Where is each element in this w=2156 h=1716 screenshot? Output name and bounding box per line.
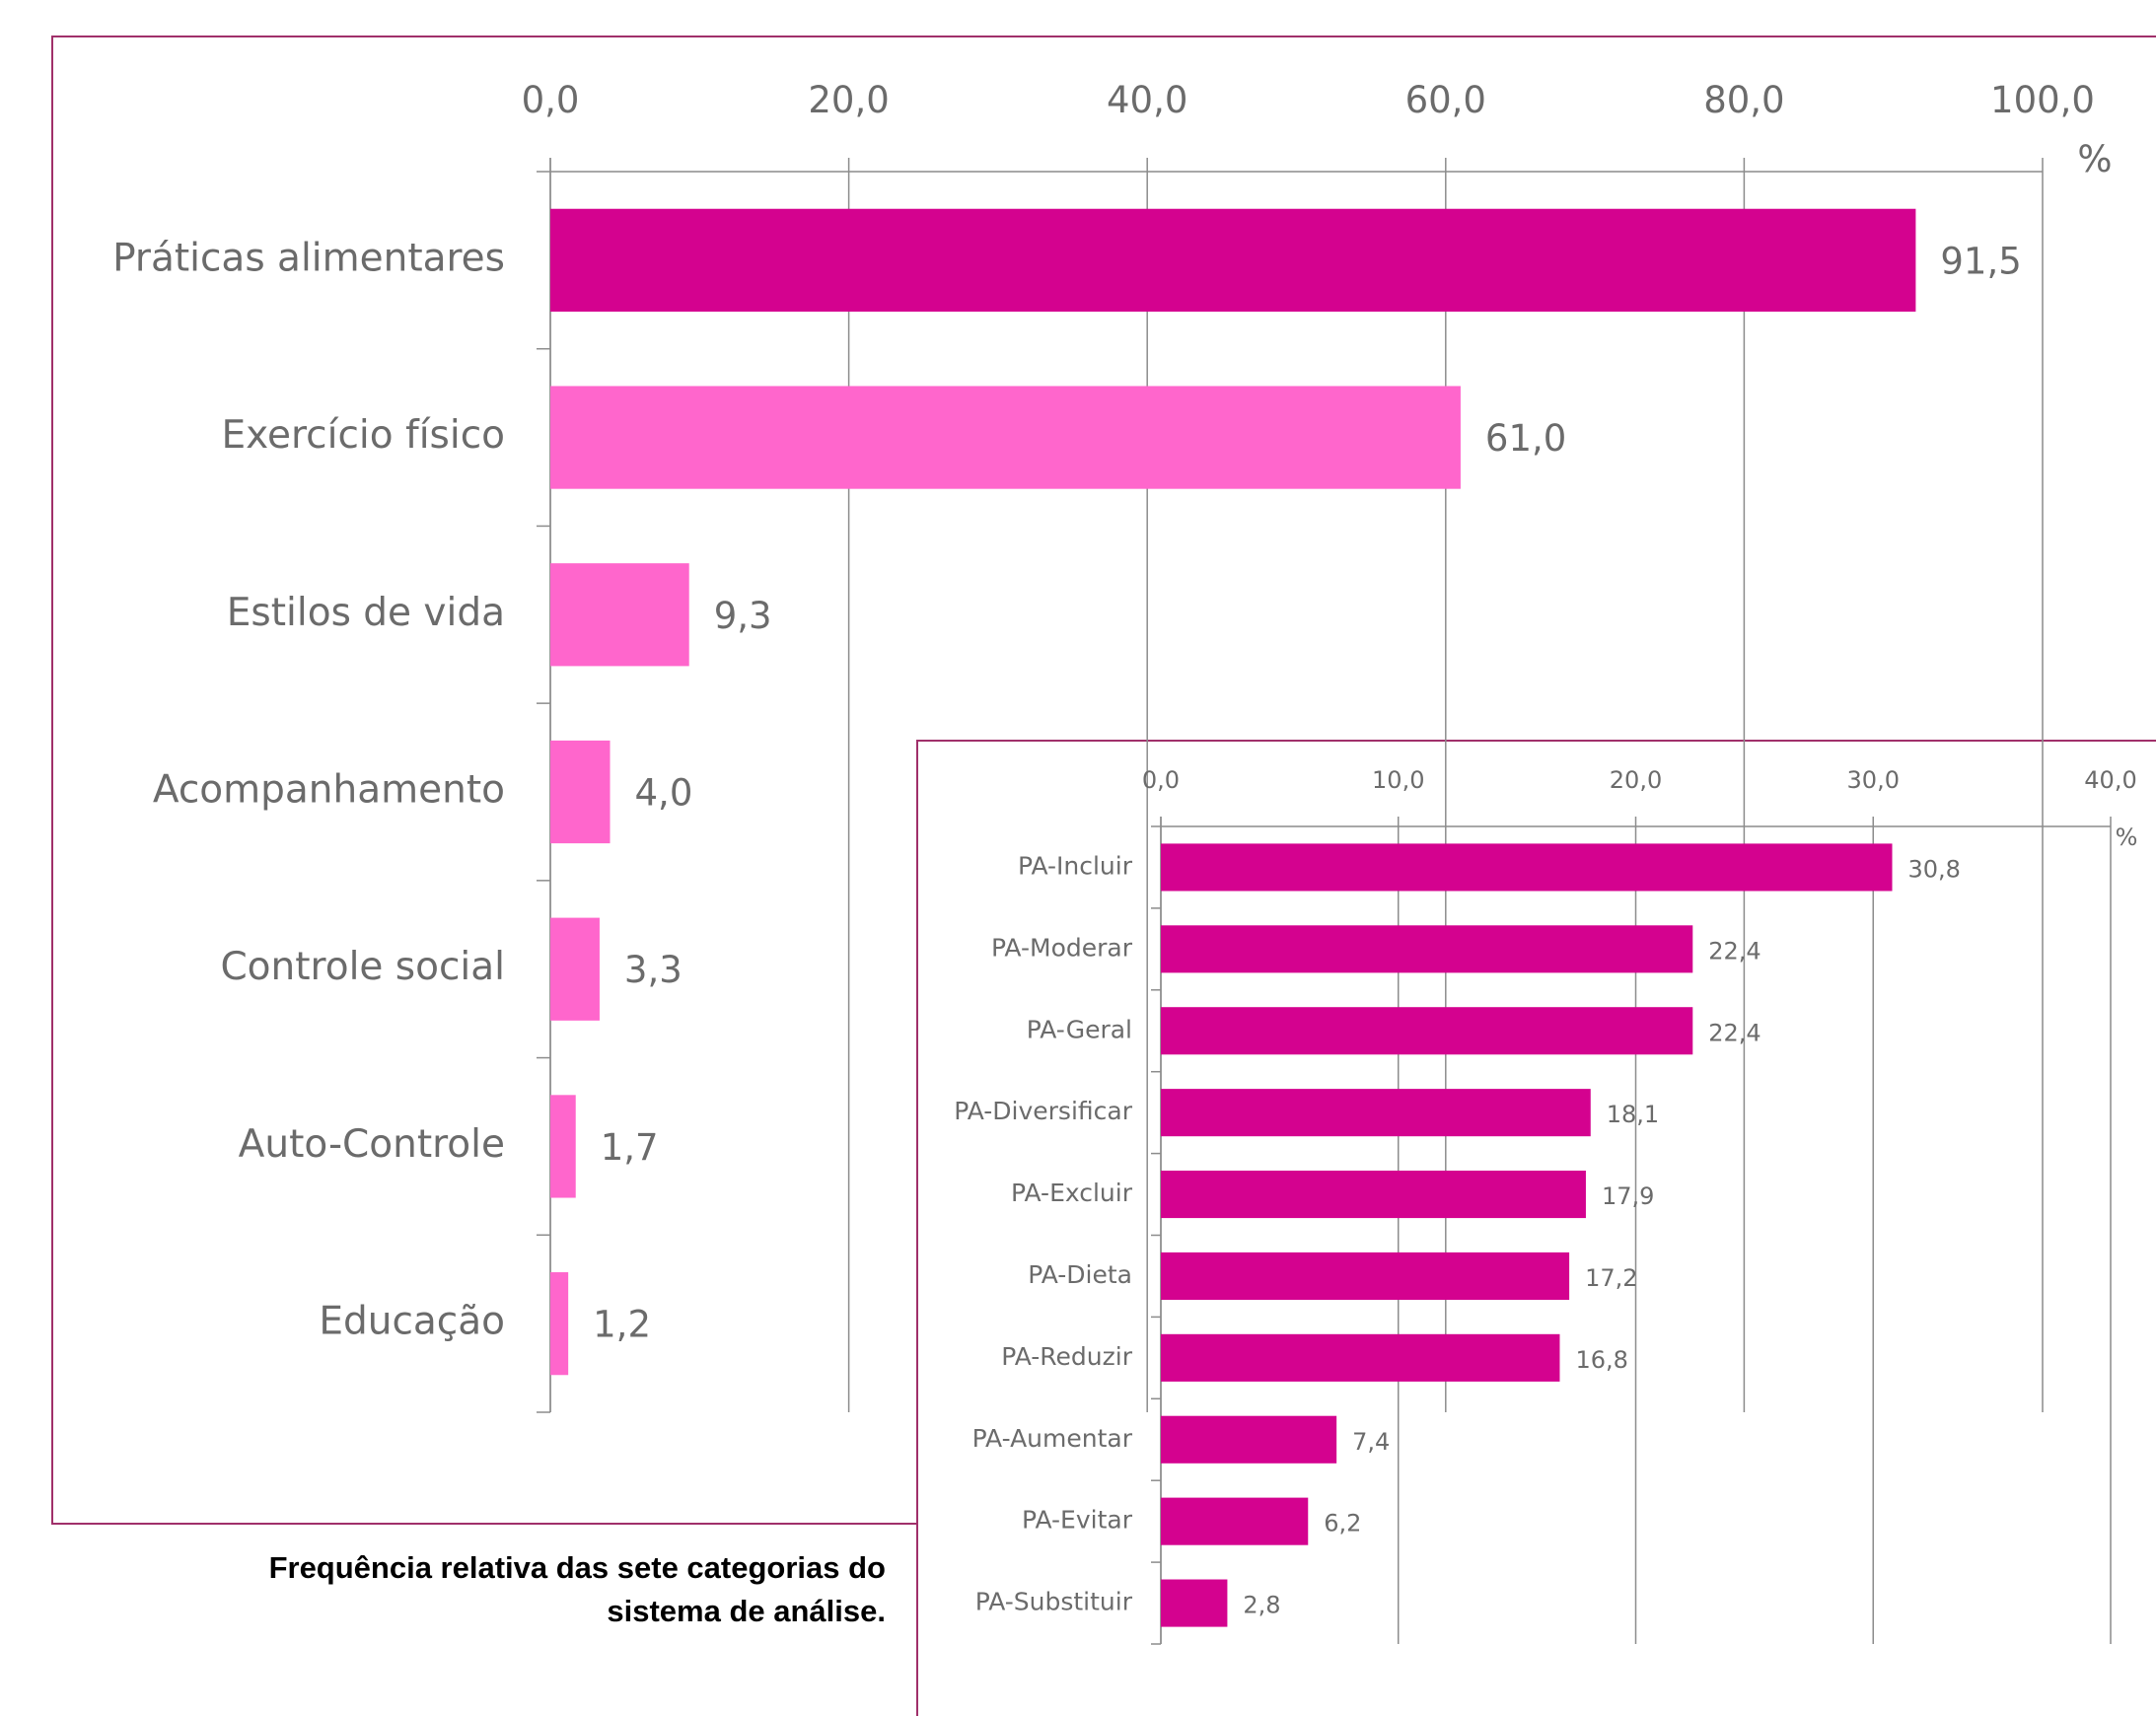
inset-x-tick-label: 0,0	[1142, 766, 1180, 794]
inset-bar	[1161, 1007, 1693, 1055]
main-category-label: Educação	[319, 1300, 505, 1344]
main-bar-value-label: 91,5	[1940, 240, 2021, 282]
main-x-tick-label: 80,0	[1703, 79, 1784, 121]
inset-category-label: PA-Substituir	[975, 1588, 1133, 1616]
inset-bar	[1161, 1579, 1228, 1627]
inset-category-label: PA-Excluir	[1011, 1179, 1133, 1207]
inset-category-label: PA-Diversificar	[954, 1097, 1132, 1125]
inset-bar-value-label: 30,8	[1908, 855, 1961, 883]
inset-x-tick-label: 20,0	[1610, 766, 1662, 794]
main-bar-value-label: 3,3	[624, 949, 683, 991]
main-bar-value-label: 9,3	[714, 595, 772, 637]
inset-bar-value-label: 6,2	[1324, 1510, 1361, 1537]
inset-bar-value-label: 7,4	[1352, 1428, 1390, 1456]
main-x-tick-label: 60,0	[1405, 79, 1486, 121]
inset-x-tick-label: 10,0	[1372, 766, 1424, 794]
main-bar	[550, 386, 1461, 489]
main-bar-value-label: 1,7	[601, 1126, 659, 1169]
main-bar	[550, 1272, 569, 1376]
inset-chart-frame	[916, 740, 2156, 1716]
main-bar	[550, 917, 600, 1021]
inset-bar-value-label: 18,1	[1607, 1101, 1659, 1128]
main-x-tick-label: 100,0	[1990, 79, 2095, 121]
inset-bar-value-label: 22,4	[1708, 937, 1761, 965]
inset-bar	[1161, 1333, 1560, 1382]
inset-bar-value-label: 17,9	[1602, 1182, 1654, 1210]
caption-line-2: sistema de análise.	[607, 1594, 886, 1628]
inset-category-label: PA-Aumentar	[972, 1424, 1133, 1453]
main-bar-value-label: 1,2	[593, 1304, 651, 1346]
main-x-tick-label: 20,0	[808, 79, 889, 121]
main-bar	[550, 1095, 576, 1198]
inset-bar	[1161, 843, 1893, 892]
inset-bar-value-label: 16,8	[1575, 1346, 1627, 1374]
main-bar-value-label: 61,0	[1485, 417, 1566, 460]
inset-bar	[1161, 1415, 1337, 1464]
inset-category-label: PA-Moderar	[991, 933, 1133, 962]
main-bar	[550, 563, 689, 667]
inset-bar	[1161, 1497, 1309, 1545]
main-category-label: Estilos de vida	[227, 591, 505, 635]
inset-bar-value-label: 2,8	[1243, 1592, 1280, 1619]
inset-category-label: PA-Dieta	[1028, 1260, 1132, 1289]
caption-line-1: Frequência relativa das sete categorias …	[268, 1550, 886, 1585]
inset-category-label: PA-Geral	[1027, 1015, 1132, 1043]
inset-x-tick-label: 30,0	[1847, 766, 1900, 794]
main-category-label: Exercício físico	[221, 413, 505, 458]
main-category-label: Acompanhamento	[153, 768, 505, 813]
inset-bar	[1161, 1171, 1586, 1219]
inset-x-tick-label: 40,0	[2084, 766, 2136, 794]
inset-category-label: PA-Incluir	[1018, 851, 1133, 880]
main-category-label: Controle social	[220, 945, 505, 989]
inset-category-label: PA-Reduzir	[1001, 1342, 1132, 1371]
inset-bar-value-label: 22,4	[1708, 1019, 1761, 1046]
main-bar	[550, 208, 1916, 312]
inset-bar-value-label: 17,2	[1585, 1264, 1637, 1292]
inset-category-label: PA-Evitar	[1022, 1506, 1133, 1535]
main-x-axis-unit: %	[2077, 138, 2112, 180]
inset-bar	[1161, 925, 1693, 973]
inset-bar	[1161, 1251, 1570, 1300]
figure-caption: Frequência relativa das sete categorias …	[59, 1546, 886, 1633]
inset-x-axis-unit: %	[2116, 823, 2138, 851]
main-x-tick-label: 40,0	[1107, 79, 1187, 121]
main-category-label: Práticas alimentares	[112, 236, 505, 280]
main-bar-value-label: 4,0	[635, 772, 693, 815]
main-x-tick-label: 0,0	[522, 79, 580, 121]
main-category-label: Auto-Controle	[239, 1122, 505, 1167]
main-bar	[550, 740, 611, 844]
inset-bar	[1161, 1089, 1591, 1137]
